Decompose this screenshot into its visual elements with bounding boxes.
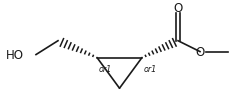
Text: HO: HO	[6, 49, 24, 62]
Text: or1: or1	[144, 65, 157, 74]
Text: or1: or1	[99, 65, 112, 74]
Text: O: O	[173, 2, 183, 14]
Text: O: O	[195, 46, 205, 59]
